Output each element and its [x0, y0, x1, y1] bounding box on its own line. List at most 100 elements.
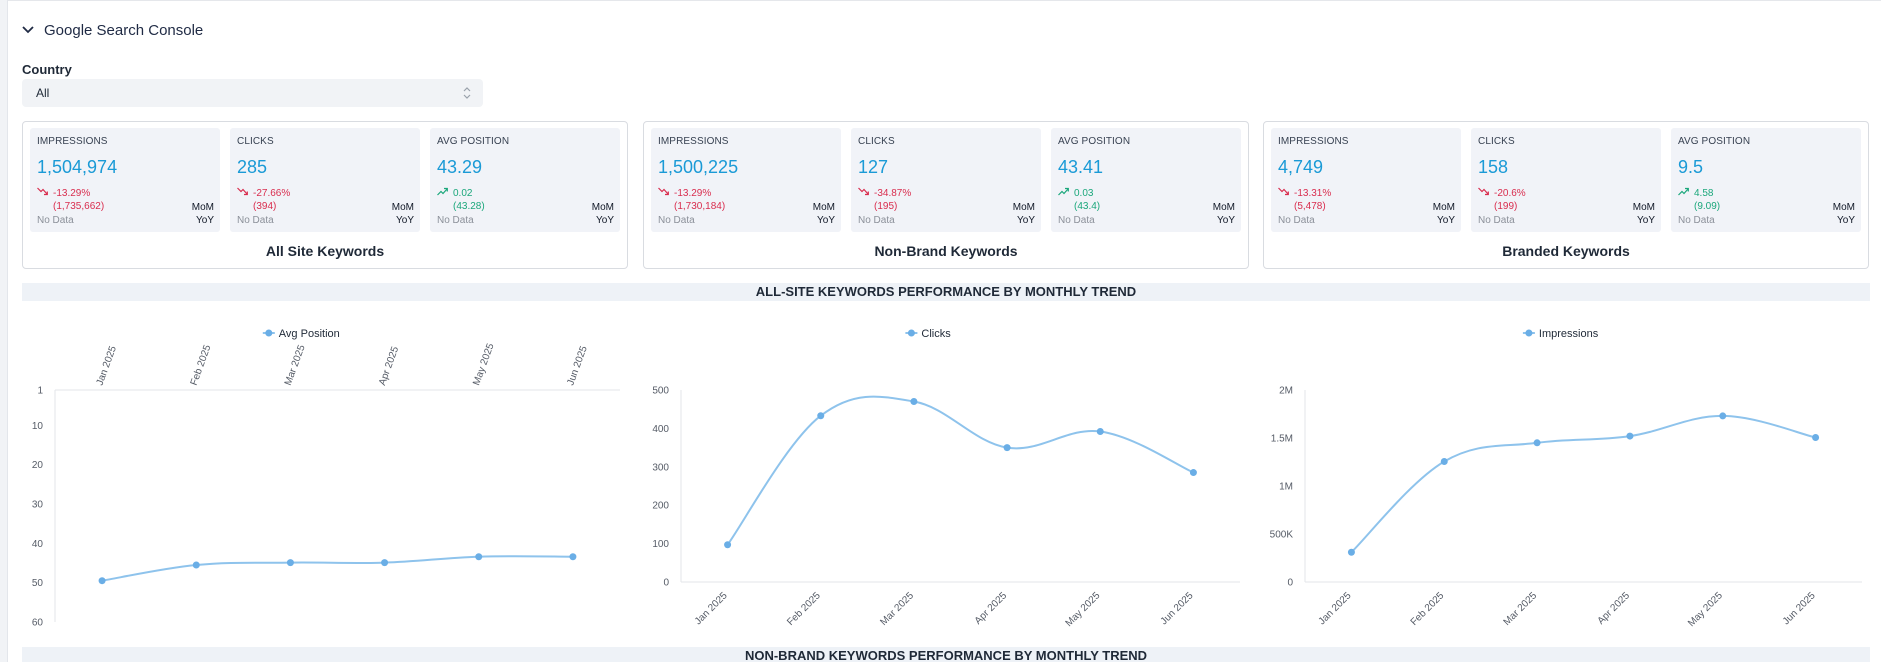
yoy-label: YoY	[817, 215, 835, 226]
kpi-mom-row: 4.58 (9.09) MoM	[1678, 187, 1855, 213]
kpi-group-all-site-keywords: IMPRESSIONS 1,504,974 -13.29% (1,735,662) Mo…	[22, 121, 628, 269]
kpi-group-branded-keywords: IMPRESSIONS 4,749 -13.31% (5,478) MoM No Data…	[1263, 121, 1869, 269]
kpi-label: IMPRESSIONS	[658, 136, 729, 147]
data-point	[1812, 434, 1820, 442]
kpi-delta: 4.58 (9.09)	[1678, 187, 1720, 213]
top-divider	[8, 0, 1881, 1]
data-point	[910, 398, 918, 406]
data-point	[98, 577, 106, 585]
x-tick-label: May 2025	[1686, 590, 1725, 629]
kpi-label: AVG POSITION	[437, 136, 510, 147]
y-tick-label: 300	[652, 462, 669, 473]
kpi-mom-row: -20.6% (199) MoM	[1478, 187, 1655, 213]
data-point	[724, 541, 732, 549]
x-tick-label: May 2025	[1064, 590, 1103, 629]
yoy-value: No Data	[1278, 215, 1315, 226]
y-tick-label: 400	[652, 424, 669, 435]
kpi-delta: -20.6% (199)	[1478, 187, 1526, 213]
country-select[interactable]: All	[22, 79, 483, 107]
kpi-change: -13.29%	[53, 188, 91, 199]
legend-marker	[907, 329, 915, 337]
y-tick-label: 1M	[1279, 482, 1293, 493]
yoy-value: No Data	[37, 215, 74, 226]
y-tick-label: 0	[1287, 578, 1293, 589]
y-tick-label: 1	[37, 386, 43, 397]
data-point	[1626, 432, 1634, 440]
kpi-label: AVG POSITION	[1058, 136, 1131, 147]
mom-label: MoM	[1832, 202, 1855, 213]
kpi-change: -13.29%	[674, 188, 712, 199]
kpi-yoy-row: No Data YoY	[858, 215, 1035, 226]
kpi-delta: -27.66% (394)	[237, 187, 290, 213]
x-tick-label: Apr 2025	[377, 345, 401, 387]
series-line	[1350, 414, 1816, 553]
kpi-value: 9.5	[1678, 157, 1704, 177]
series-line	[726, 395, 1194, 546]
yoy-value: No Data	[858, 215, 895, 226]
kpi-change: -13.31%	[1294, 188, 1332, 199]
kpi-group-title: Non-Brand Keywords	[874, 243, 1018, 259]
kpi-yoy-row: No Data YoY	[437, 215, 614, 226]
kpi-delta: 0.03 (43.4)	[1058, 187, 1100, 213]
trend-down-icon	[858, 187, 869, 213]
x-tick-label: Feb 2025	[189, 343, 214, 387]
y-tick-label: 30	[32, 500, 44, 511]
data-point	[1347, 548, 1355, 556]
kpi-previous: (1,735,662)	[53, 201, 105, 212]
kpi-mom-row: -27.66% (394) MoM	[237, 187, 414, 213]
kpi-delta: -13.29% (1,735,662)	[37, 187, 104, 213]
mom-label: MoM	[191, 202, 214, 213]
x-tick-label: May 2025	[471, 342, 497, 387]
yoy-label: YoY	[1217, 215, 1235, 226]
impressions-chart: Impressions 0 500K 1M 1.5M 2M Jan 2025 Feb 2025…	[1270, 328, 1862, 629]
mom-label: MoM	[1432, 202, 1455, 213]
kpi-tile-impressions: IMPRESSIONS 4,749 -13.31% (5,478) MoM No Data…	[1271, 128, 1461, 232]
kpi-yoy-row: No Data YoY	[1278, 215, 1455, 226]
y-tick-label: 2M	[1279, 386, 1293, 397]
x-tick-label: Jan 2025	[1317, 590, 1354, 627]
kpi-tiles: IMPRESSIONS 1,500,225 -13.29% (1,730,184) Mo…	[651, 128, 1241, 232]
yoy-label: YoY	[1637, 215, 1655, 226]
kpi-change: -20.6%	[1494, 188, 1526, 199]
kpi-delta: 0.02 (43.28)	[437, 187, 485, 213]
kpi-previous: (43.4)	[1074, 201, 1101, 212]
section-header[interactable]: Google Search Console	[22, 18, 203, 42]
trend-down-icon	[37, 187, 48, 213]
kpi-previous: (9.09)	[1694, 201, 1721, 212]
data-point	[1533, 439, 1541, 447]
yoy-value: No Data	[437, 215, 474, 226]
x-tick-label: Jun 2025	[1159, 590, 1196, 627]
kpi-previous: (5,478)	[1294, 201, 1326, 212]
kpi-previous: (43.28)	[453, 201, 485, 212]
y-tick-label: 1.5M	[1271, 434, 1293, 445]
kpi-mom-row: -34.87% (195) MoM	[858, 187, 1035, 213]
section-title: Google Search Console	[44, 21, 204, 39]
kpi-tile-clicks: CLICKS 127 -34.87% (195) MoM No Data YoY	[851, 128, 1041, 232]
data-point	[381, 559, 389, 567]
kpi-mom-row: -13.31% (5,478) MoM	[1278, 187, 1455, 213]
x-tick-label: Apr 2025	[973, 590, 1010, 627]
kpi-value: 285	[237, 157, 268, 177]
mom-label: MoM	[591, 202, 614, 213]
kpi-label: CLICKS	[1478, 136, 1515, 147]
data-point	[1719, 412, 1727, 420]
y-tick-label: 40	[32, 539, 44, 550]
kpi-previous: (1,730,184)	[674, 201, 726, 212]
y-tick-label: 60	[32, 618, 44, 629]
kpi-delta: -13.31% (5,478)	[1278, 187, 1331, 213]
kpi-tile-impressions: IMPRESSIONS 1,504,974 -13.29% (1,735,662) Mo…	[30, 128, 220, 232]
legend-marker	[265, 329, 273, 337]
x-tick-label: Mar 2025	[283, 343, 308, 387]
kpi-tile-clicks: CLICKS 158 -20.6% (199) MoM No Data YoY	[1471, 128, 1661, 232]
x-tick-label: Mar 2025	[1502, 590, 1540, 628]
trend-down-icon	[1478, 187, 1489, 213]
trend-up-icon	[437, 187, 448, 213]
kpi-mom-row: 0.03 (43.4) MoM	[1058, 187, 1235, 213]
x-tick-label: Apr 2025	[1596, 590, 1633, 627]
mom-label: MoM	[391, 202, 414, 213]
yoy-label: YoY	[1017, 215, 1035, 226]
kpi-yoy-row: No Data YoY	[658, 215, 835, 226]
data-point	[1096, 427, 1104, 435]
avg-position-chart: Avg Position 1 10 20 30 40 50 60 Jan 2025 Feb 202…	[32, 328, 620, 629]
data-point	[1189, 469, 1197, 477]
